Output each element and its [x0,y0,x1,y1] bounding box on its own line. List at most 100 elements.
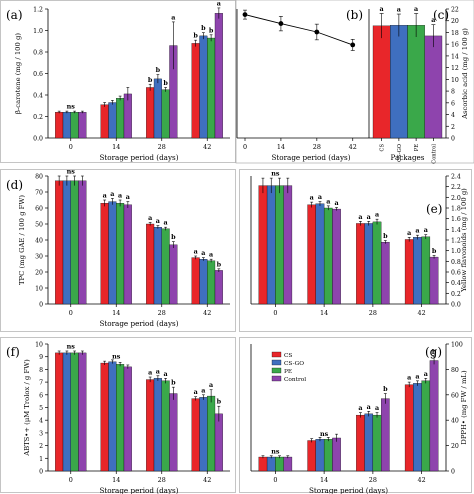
panel-d-ytick-label: 10 [35,286,43,293]
panel-frame-d [0,169,236,332]
panel-e-sig-label: a [326,197,330,205]
panel-f-sig-label: a [194,388,198,396]
panel-g-bar [315,439,325,472]
panel-d-ytick-label: 80 [35,174,43,181]
panel-g-ytick-label: 20 [451,443,459,450]
panel-a-bar [199,35,208,139]
panel-f-bar [100,362,109,472]
panel-d-sig-label: a [156,217,160,225]
panel-e-ytick-label: 2.0 [451,195,461,202]
panel-f-ytick-label: 9 [39,354,43,361]
panel-e-ytick-label: 1.0 [451,248,461,255]
panel-g-sig-label: ns [271,447,280,455]
legend-label: CS [284,353,292,359]
panel-d-bar [108,201,117,305]
panel-a-sig-label: ns [67,103,76,111]
panel-g-sig-label: b [383,385,388,393]
panel-d-sig-label: a [164,219,168,227]
panel-c-ytick-label: 22 [451,7,459,14]
panel-e-bar [258,185,268,305]
panel-f-ylabel: ABTS•+ (μM Trolox / g FW) [23,359,31,457]
legend-swatch [271,359,282,366]
panel-f-xtick-label: 14 [112,476,120,484]
panel-e-sig-label: a [318,193,322,201]
panel-c-ytick-label: 0 [451,136,455,143]
panel-a-xtick-label: 14 [112,143,120,151]
panel-d-xlabel: Storage period (days) [99,319,178,328]
panel-d-ytick-label: 20 [35,270,43,277]
panel-g-sig-label: b [432,348,437,356]
panel-e-bar [332,208,341,305]
panel-e-sig-label: a [334,199,338,207]
panel-a-sig-label: a [171,13,175,21]
panel-c-ytick-label: 2 [451,124,455,131]
panel-d-ytick-label: 40 [35,238,43,245]
panel-c-ytick-label: 4 [451,112,455,119]
panel-e-xtick-label: 0 [273,309,277,317]
panel-a-ytick-label: 1.2 [33,7,43,14]
panel-c-bar [390,25,408,139]
panel-f-ytick-label: 6 [39,392,43,399]
panel-b-xtick-label: 14 [277,143,285,151]
panel-a-ytick-label: 0.2 [33,114,43,121]
panel-f-sig-label: a [164,370,168,378]
panel-d-ylabel: TPC (mg GAE / 100 g FW) [18,195,26,285]
panel-d-sig-label: ns [67,168,76,176]
panel-d-ytick-label: 60 [35,206,43,213]
panel-g-bar [421,380,431,472]
panel-a-bar [116,98,125,139]
panel-e-bar [381,241,390,305]
panel-a-ytick-label: 0.8 [33,50,43,57]
panel-a-sig-label: b [201,24,206,32]
panel-d-bar [214,270,223,305]
panel-b-xlabel: Storage period (days) [271,153,350,162]
panel-e-sig-label: a [367,213,371,221]
panel-a-bar [100,104,109,139]
panel-a-sig-label: b [163,79,168,87]
panel-c-ytick-label: 12 [451,65,459,72]
panel-c-xtick-label: CS-GO [397,144,403,162]
panel-f-sig-label: a [201,386,205,394]
panel-f-xtick-label: 42 [203,476,211,484]
panel-g-bar [364,413,374,472]
panel-g-ytick-label: 40 [451,418,459,425]
panel-e-sig-label: a [310,194,314,202]
panel-g-sig-label: a [407,374,411,382]
panel-c-sig-label: a [414,5,418,13]
panel-e-bar [307,204,316,305]
panel-g-xtick-label: 0 [273,476,277,484]
panel-d-panel-label: (d) [6,178,23,192]
panel-a-bar [123,93,132,139]
panel-d-bar [116,203,125,305]
panel-c-xtick-label: PE [414,144,420,151]
panel-f-ytick-label: 1 [39,456,43,463]
panel-f-bar [199,397,208,472]
panel-g-bar [404,384,414,472]
panel-d-sig-label: b [217,260,222,268]
panel-g-xtick-label: 42 [418,476,426,484]
panel-e-ytick-label: 1.6 [451,216,461,223]
panel-e-sig-label: a [358,213,362,221]
panel-c-ylabel: Ascorbic acid (mg / 100 g) [461,28,469,120]
panel-d-bar [161,228,170,305]
panel-d-xtick-label: 42 [203,309,211,317]
panel-g-bar [275,456,284,472]
panel-f-sig-label: a [209,381,213,389]
panel-e-sig-label: b [432,247,437,255]
panel-g-sig-label: a [367,403,371,411]
panel-d-bar [70,180,79,305]
panel-d-bar [78,180,87,305]
panel-e-bar [404,239,414,305]
panel-g-xtick-label: 28 [369,476,377,484]
panel-g-bar [307,440,316,472]
panel-e-panel-label: (e) [426,202,442,216]
legend-swatch [271,367,282,374]
panel-g-bar [283,456,293,472]
panel-f-ytick-label: 4 [39,418,43,425]
panel-c-sig-label: a [397,6,401,14]
panel-c-xlabel: Packages [390,153,424,162]
panel-e-ytick-label: 1.2 [451,238,461,245]
panel-b-point [350,42,356,48]
panel-d-ytick-label: 50 [35,222,43,229]
panel-d-bar [146,223,155,305]
